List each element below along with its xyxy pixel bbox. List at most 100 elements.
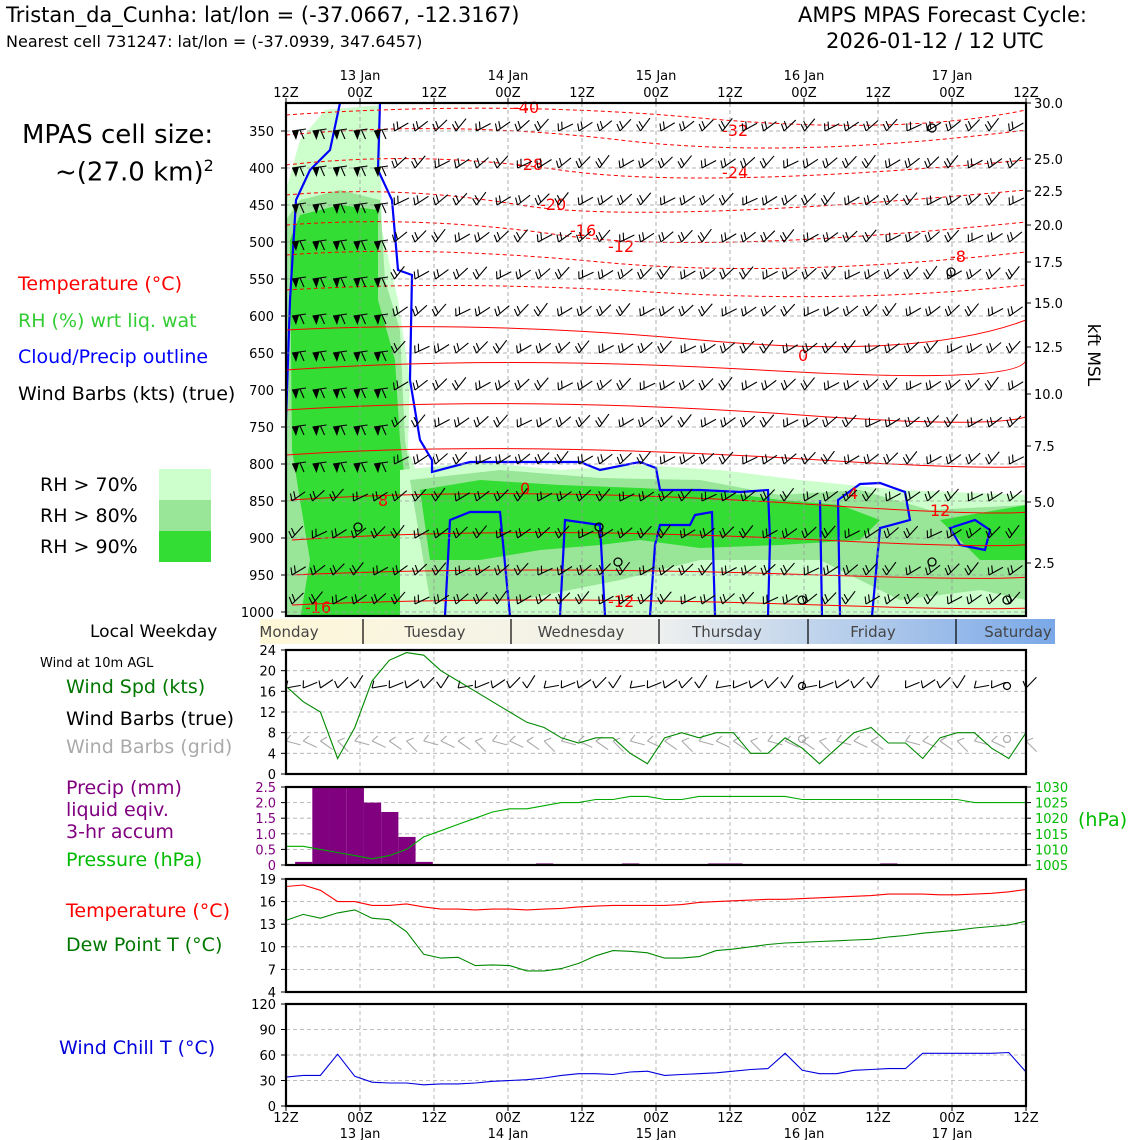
barb-shaft — [824, 416, 838, 428]
barb-shaft — [763, 529, 778, 539]
barb-shaft — [886, 118, 898, 132]
barb-feather — [319, 166, 326, 177]
barb-shaft — [414, 230, 427, 243]
barb-feather — [373, 593, 378, 602]
barb-feather — [862, 308, 867, 317]
barb-grid — [492, 740, 508, 746]
y-tick-label: 16 — [259, 896, 276, 911]
wind-barb — [472, 525, 487, 539]
barb-feather — [784, 453, 788, 462]
barb-feather — [719, 530, 724, 539]
barb-feather — [637, 596, 642, 605]
barb-grid-feather — [681, 737, 690, 742]
barb-shaft — [947, 229, 960, 243]
wind-barb — [412, 120, 429, 132]
calm-wind-circle — [927, 123, 937, 133]
barb-feather — [458, 306, 461, 315]
wind-barb — [720, 232, 737, 243]
weekday-name: Monday — [259, 623, 318, 641]
barb-shaft — [988, 192, 1000, 206]
barb-shaft — [804, 492, 819, 502]
barb-shaft — [558, 382, 574, 391]
barb-feather — [434, 419, 437, 428]
temp-contour-7 — [286, 284, 1026, 298]
barb-feather — [861, 161, 867, 169]
pressure-tick-label: 950 — [249, 569, 274, 584]
barb-pennant — [312, 278, 320, 288]
wind-barb — [678, 563, 694, 576]
barb-feather — [762, 231, 767, 240]
barb-shaft — [496, 230, 509, 243]
barb-feather — [618, 160, 621, 169]
wind-barb — [373, 128, 389, 140]
barb-shaft — [476, 591, 488, 605]
calm-circle-grid — [797, 734, 807, 744]
barb-feather — [842, 308, 847, 317]
wind-barb — [985, 451, 1000, 465]
wind-barb — [312, 424, 327, 436]
barb-feather — [494, 123, 498, 132]
wind-barb — [923, 591, 938, 605]
barb-feather — [340, 166, 346, 177]
barb-shaft — [435, 119, 448, 132]
barb-feather — [925, 382, 929, 391]
wind-barb — [905, 232, 921, 243]
barb-feather — [536, 419, 539, 428]
wind-barb — [741, 121, 758, 132]
barb-feather — [472, 271, 477, 280]
barb-shaft — [742, 156, 756, 169]
wind-barb — [740, 490, 756, 502]
barb-feather — [966, 564, 972, 573]
barb-feather — [575, 493, 580, 502]
barb-feather — [288, 596, 293, 605]
barb-shaft — [394, 306, 408, 317]
barb-feather — [905, 194, 911, 203]
wind-barb — [781, 269, 798, 280]
barb-feather — [392, 567, 396, 576]
barb-shaft — [312, 564, 326, 576]
wind-barb — [742, 195, 758, 206]
barb-feather — [759, 346, 764, 354]
barb-feather — [925, 123, 929, 132]
barb-shaft — [804, 193, 817, 206]
barb-shaft — [476, 381, 491, 391]
barb-shaft — [968, 159, 983, 169]
wind-barb — [619, 232, 635, 243]
barb-shaft — [865, 595, 881, 605]
barb-shaft — [394, 266, 405, 280]
barb-true — [956, 674, 966, 689]
barb-shaft — [701, 228, 712, 243]
barb-feather — [990, 158, 993, 166]
barb-shaft — [578, 591, 590, 605]
barb-feather — [761, 342, 767, 351]
wind-barb — [738, 266, 754, 280]
wind-barb — [391, 231, 408, 243]
barb-shaft — [742, 122, 758, 132]
barb-feather — [452, 456, 457, 465]
barb-feather — [433, 345, 437, 354]
wind-barb — [411, 488, 427, 502]
barb-feather — [659, 123, 662, 132]
barb-feather — [946, 596, 949, 605]
barb-feather — [451, 124, 457, 132]
barb-feather — [883, 271, 888, 280]
wind-barb — [493, 489, 509, 502]
wind-barb — [656, 265, 672, 280]
barb-feather — [539, 417, 542, 425]
barb-shaft — [906, 341, 920, 354]
cloud-outline-7 — [818, 499, 824, 616]
barb-feather — [924, 160, 929, 169]
wind-barb — [944, 563, 960, 576]
wind-barb — [658, 564, 675, 576]
barb-feather — [888, 158, 891, 167]
y-tick-label: 2.0 — [255, 797, 276, 812]
barb-feather — [657, 419, 662, 428]
wind-barb — [1008, 454, 1025, 465]
wind-barb — [637, 341, 653, 354]
barb-shaft — [988, 342, 1002, 354]
temp-contour-9 — [286, 359, 1026, 377]
barb-shaft — [414, 345, 430, 354]
barb-shaft — [722, 342, 736, 354]
wind-barb — [841, 155, 857, 169]
barb-shaft — [906, 123, 922, 132]
